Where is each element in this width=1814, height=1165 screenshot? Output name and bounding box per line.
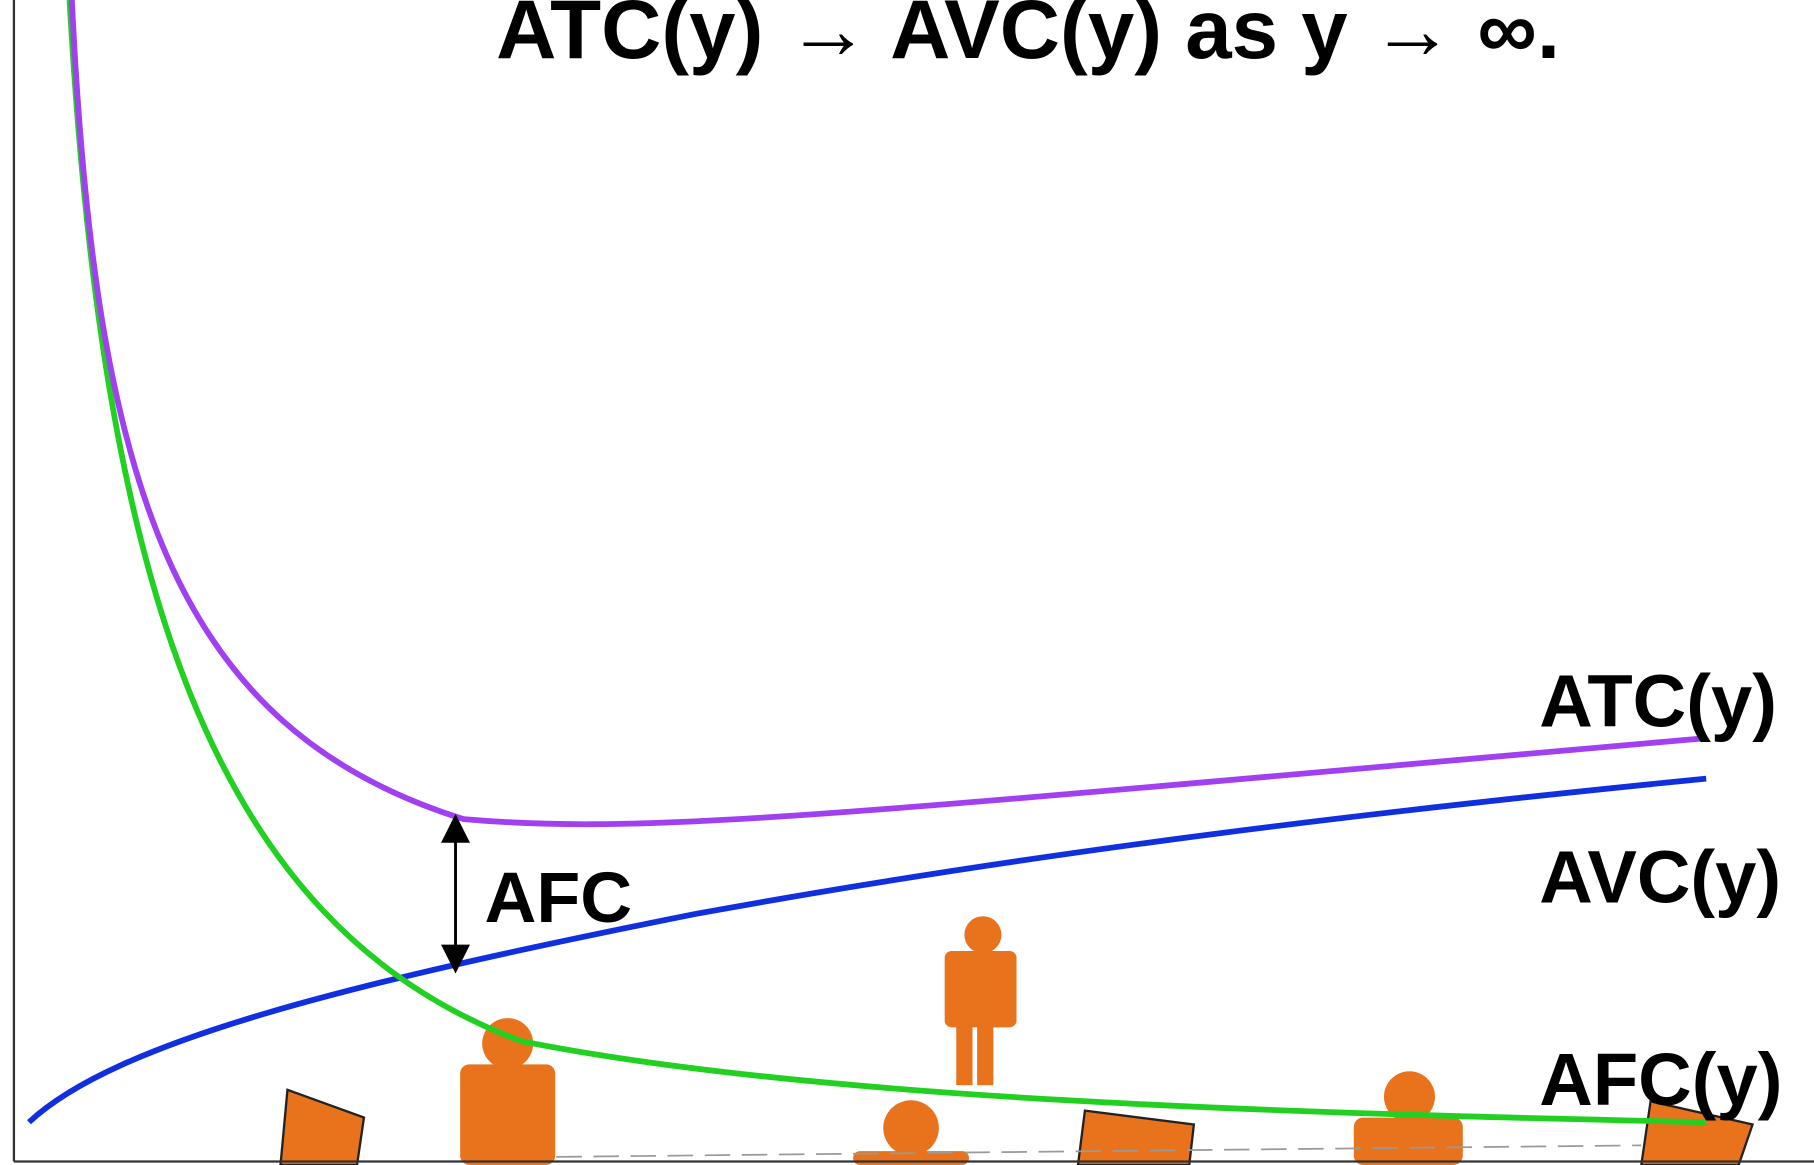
title: ATC(y) → AVC(y) as y → ∞. [496,0,1560,76]
afc-curve [70,0,1707,1122]
page-body: ATC(y) → AVC(y) as y → ∞. AFC ATC(y) AVC… [0,0,1814,1165]
atc-label: ATC(y) [1539,660,1777,743]
avc-curve [29,779,1706,1123]
atc-curve [72,0,1706,824]
afc-gap-label: AFC [485,858,633,938]
afc-label: AFC(y) [1539,1038,1782,1121]
page: {"title": "ATC(y) → AVC(y) as y → ∞.", "… [0,0,1814,1165]
avc-label: AVC(y) [1539,835,1781,918]
slide: ATC(y) → AVC(y) as y → ∞. AFC ATC(y) AVC… [0,0,1814,1165]
